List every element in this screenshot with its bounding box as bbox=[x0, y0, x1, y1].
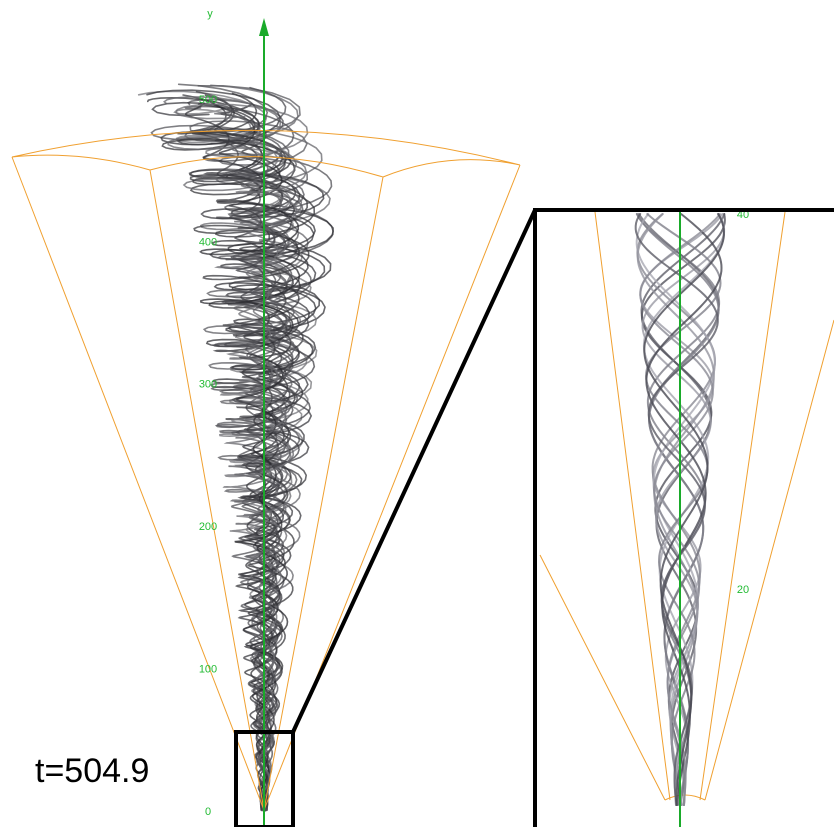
filament bbox=[639, 214, 719, 805]
tick-label: 400 bbox=[199, 236, 217, 248]
tick-label: 100 bbox=[199, 664, 217, 676]
visualization: y 01002003004005002040 t=504.9 bbox=[0, 0, 834, 827]
tick-label: 500 bbox=[199, 94, 217, 106]
tick-label: 0 bbox=[205, 806, 211, 818]
tick-label: 20 bbox=[737, 584, 749, 596]
vortex-filaments bbox=[139, 84, 334, 810]
inset-cone bbox=[540, 212, 834, 800]
tick-label: 300 bbox=[199, 379, 217, 391]
axis-arrow bbox=[259, 18, 269, 36]
tick-label: 200 bbox=[199, 521, 217, 533]
axis-label: y bbox=[207, 8, 213, 20]
zoom-connector bbox=[293, 210, 535, 732]
cone-edge bbox=[540, 212, 834, 800]
time-label: t=504.9 bbox=[35, 752, 149, 790]
